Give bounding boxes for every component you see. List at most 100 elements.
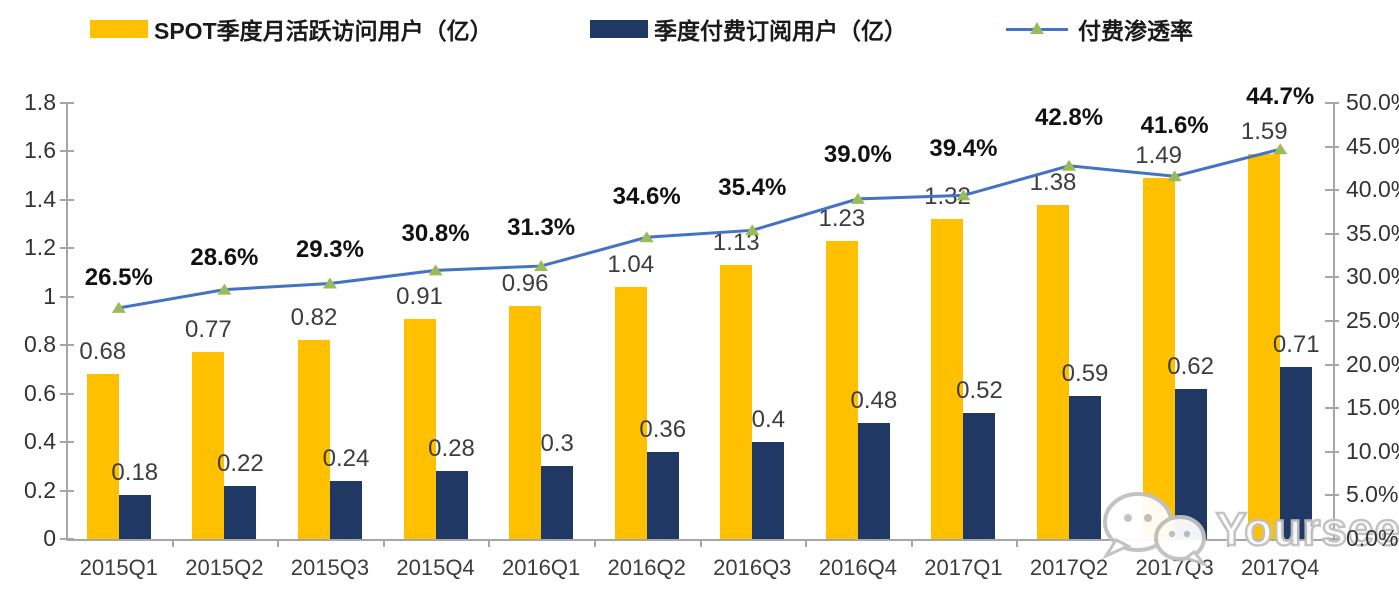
x-axis-tick (277, 539, 280, 547)
x-axis-tick (593, 539, 596, 547)
x-axis-tick (171, 539, 174, 547)
legend-label-mau: SPOT季度月活跃访问用户（亿） (154, 18, 493, 44)
y-axis-right-label: 25.0% (1346, 307, 1399, 333)
penetration-marker-2015Q1 (111, 301, 126, 313)
penetration-label-2017Q4: 44.7% (1246, 83, 1315, 111)
penetration-label-2016Q4: 39.0% (823, 140, 892, 168)
bar-label-subs-2016Q3: 0.4 (751, 406, 785, 434)
bar-subs-2015Q3 (329, 480, 362, 539)
x-axis-tick (382, 539, 385, 547)
watermark: Yourseeker (1092, 488, 1399, 570)
x-axis-label-2015Q1: 2015Q1 (79, 555, 158, 580)
bar-subs-2016Q2 (646, 451, 679, 539)
bar-label-mau-2016Q4: 1.23 (818, 205, 866, 233)
y-axis-left-label: 1 (43, 282, 56, 309)
y-axis-right-tick (1325, 145, 1339, 148)
y-axis-right-tick (1325, 494, 1339, 497)
y-axis-left-tick (60, 102, 74, 104)
penetration-marker-2015Q3 (322, 277, 337, 289)
bar-subs-2015Q1 (118, 495, 151, 539)
bar-mau-2015Q2 (192, 352, 225, 539)
bar-mau-2016Q1 (509, 306, 542, 539)
y-axis-right-label: 30.0% (1346, 263, 1399, 290)
y-axis-left-label: 1.6 (24, 137, 56, 164)
x-axis-tick (910, 539, 913, 547)
x-axis-label-2016Q4: 2016Q4 (818, 555, 898, 580)
y-axis-left-tick (60, 489, 74, 492)
x-axis-label-2015Q2: 2015Q2 (185, 555, 264, 580)
penetration-label-2016Q3: 35.4% (718, 174, 787, 202)
legend-item-subs: 季度付费订阅用户（亿） (590, 14, 907, 44)
penetration-label-2015Q2: 28.6% (190, 243, 259, 271)
penetration-marker-2015Q4 (428, 264, 443, 276)
penetration-marker-2016Q1 (534, 260, 549, 272)
bar-mau-2015Q3 (297, 340, 330, 539)
penetration-marker-2016Q4 (850, 192, 865, 204)
bar-label-mau-2016Q2: 1.04 (607, 251, 655, 279)
y-axis-left-label: 1.8 (24, 89, 56, 115)
watermark-text: Yourseeker (1215, 502, 1399, 557)
legend-label-penetration: 付费渗透率 (1078, 18, 1193, 44)
bar-mau-2015Q1 (86, 374, 119, 539)
bar-label-mau-2016Q3: 1.13 (712, 229, 760, 257)
y-axis-right-label: 20.0% (1346, 350, 1399, 377)
bar-label-subs-2015Q3: 0.24 (322, 444, 370, 472)
bar-mau-2016Q3 (720, 265, 753, 539)
penetration-label-2015Q4: 30.8% (401, 220, 470, 248)
bar-label-mau-2017Q3: 1.49 (1135, 142, 1182, 170)
y-axis-left-tick (60, 150, 74, 153)
bar-mau-2016Q2 (614, 287, 647, 539)
y-axis-right-tick (1325, 363, 1339, 366)
bar-label-mau-2016Q1: 0.96 (501, 270, 549, 298)
y-axis-right-tick (1325, 102, 1339, 104)
y-axis-left-tick (60, 295, 74, 298)
bar-label-mau-2015Q3: 0.82 (290, 304, 338, 332)
bar-label-subs-2015Q4: 0.28 (428, 435, 475, 463)
y-axis-left-tick (60, 392, 74, 395)
y-axis-right-label: 5.0% (1346, 481, 1399, 508)
legend-item-penetration: 付费渗透率 (1006, 14, 1193, 44)
y-axis-right-tick (1325, 276, 1339, 279)
penetration-marker-2016Q2 (639, 231, 654, 243)
bar-label-subs-2016Q1: 0.3 (540, 430, 574, 458)
legend-item-mau: SPOT季度月活跃访问用户（亿） (90, 14, 493, 44)
x-axis-label-2016Q1: 2016Q1 (501, 555, 581, 580)
bar-subs-2016Q4 (857, 422, 890, 539)
bar-subs-2017Q2 (1069, 396, 1102, 539)
penetration-label-2016Q2: 34.6% (612, 183, 681, 211)
bar-label-subs-2015Q1: 0.18 (111, 459, 159, 487)
y-axis-right-label: 40.0% (1346, 176, 1399, 203)
x-axis-label-2016Q3: 2016Q3 (713, 555, 792, 580)
penetration-label-2017Q2: 42.8% (1035, 103, 1104, 131)
y-axis-right-tick (1325, 538, 1339, 540)
x-axis-label-2017Q2: 2017Q2 (1029, 555, 1109, 580)
penetration-label-2015Q1: 26.5% (84, 263, 153, 291)
y-axis-right-tick (1325, 232, 1339, 235)
bar-label-subs-2017Q2: 0.59 (1061, 360, 1109, 388)
y-axis-left-label: 0.8 (24, 331, 56, 358)
x-axis-tick (805, 539, 808, 547)
bar-label-subs-2017Q4: 0.71 (1272, 331, 1320, 359)
penetration-label-2017Q3: 41.6% (1140, 112, 1209, 140)
bar-subs-2016Q3 (752, 442, 785, 539)
y-axis-left-label: 0.6 (24, 379, 56, 406)
y-axis-left-tick (60, 344, 74, 347)
y-axis-right-tick (1325, 450, 1339, 453)
y-axis-right-label: 45.0% (1346, 132, 1399, 159)
x-axis-tick (1016, 539, 1019, 547)
legend-line-marker (1006, 22, 1068, 36)
x-axis-label-2015Q4: 2015Q4 (396, 555, 475, 580)
x-axis-label-2015Q3: 2015Q3 (290, 555, 370, 580)
x-axis-tick (488, 539, 491, 547)
bar-subs-2017Q3 (1174, 388, 1207, 539)
bar-subs-2015Q4 (435, 471, 468, 539)
penetration-marker-2015Q2 (217, 283, 232, 295)
x-axis-tick (1227, 539, 1230, 547)
bar-label-mau-2015Q2: 0.77 (185, 316, 232, 344)
bar-subs-2016Q1 (541, 466, 574, 539)
x-axis-tick (699, 539, 702, 547)
y-axis-left-label: 1.2 (24, 234, 56, 261)
x-axis-label-2017Q4: 2017Q4 (1241, 555, 1320, 580)
y-axis-right-label: 0.0% (1346, 525, 1399, 551)
